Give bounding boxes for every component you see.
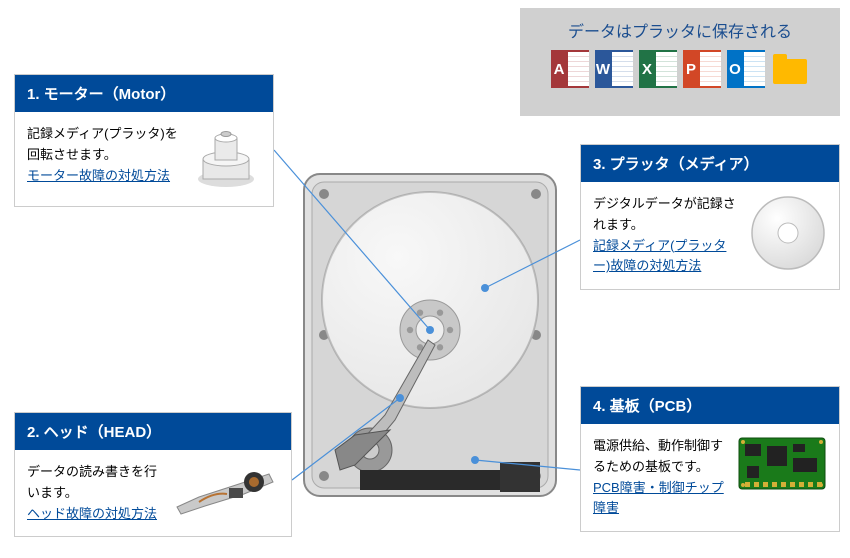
banner-icons: AWXPO [520, 50, 840, 102]
hdd-illustration [300, 170, 560, 500]
callout-motor-text: 記録メディア(プラッタ)を回転させます。モーター故障の対処方法 [27, 124, 183, 186]
callout-platter-image [749, 194, 827, 272]
callout-pcb-text: 電源供給、動作制御するための基板です。 PCB障害・制御チップ障害 [593, 436, 729, 519]
callout-head-text: データの読み書きを行います。ヘッド故障の対処方法 [27, 462, 161, 524]
callout-pcb-image [737, 436, 827, 491]
callout-head-link[interactable]: ヘッド故障の対処方法 [27, 506, 157, 521]
callout-motor-desc: 記録メディア(プラッタ)を回転させます。 [27, 126, 178, 162]
callout-head-title: 2. ヘッド（HEAD） [15, 413, 291, 450]
callout-platter: 3. プラッタ（メディア） デジタルデータが記録されます。記録メディア(プラッター… [580, 144, 840, 290]
callout-motor-image [191, 124, 261, 194]
callout-pcb: 4. 基板（PCB） 電源供給、動作制御するための基板です。 PCB障害・制御チップ… [580, 386, 840, 532]
callout-pcb-desc: 電源供給、動作制御するための基板です。 [593, 438, 723, 474]
powerpoint-icon: P [683, 50, 721, 88]
banner: データはプラッタに保存される AWXPO [520, 8, 840, 116]
callout-motor-title: 1. モーター（Motor） [15, 75, 273, 112]
folder-icon [771, 50, 809, 88]
callout-platter-text: デジタルデータが記録されます。記録メディア(プラッター)故障の対処方法 [593, 194, 741, 277]
callout-motor: 1. モーター（Motor） 記録メディア(プラッタ)を回転させます。モーター故障… [14, 74, 274, 207]
word-icon: W [595, 50, 633, 88]
callout-platter-link[interactable]: 記録メディア(プラッター)故障の対処方法 [593, 238, 726, 274]
callout-head: 2. ヘッド（HEAD） データの読み書きを行います。ヘッド故障の対処方法 [14, 412, 292, 537]
excel-icon: X [639, 50, 677, 88]
callout-pcb-link[interactable]: PCB障害・制御チップ障害 [593, 480, 724, 516]
access-icon: A [551, 50, 589, 88]
callout-platter-title: 3. プラッタ（メディア） [581, 145, 839, 182]
outlook-icon: O [727, 50, 765, 88]
callout-platter-desc: デジタルデータが記録されます。 [593, 196, 736, 232]
callout-motor-link[interactable]: モーター故障の対処方法 [27, 168, 170, 183]
banner-title: データはプラッタに保存される [520, 8, 840, 50]
callout-head-image [169, 462, 279, 522]
callout-head-desc: データの読み書きを行います。 [27, 464, 157, 500]
callout-pcb-title: 4. 基板（PCB） [581, 387, 839, 424]
